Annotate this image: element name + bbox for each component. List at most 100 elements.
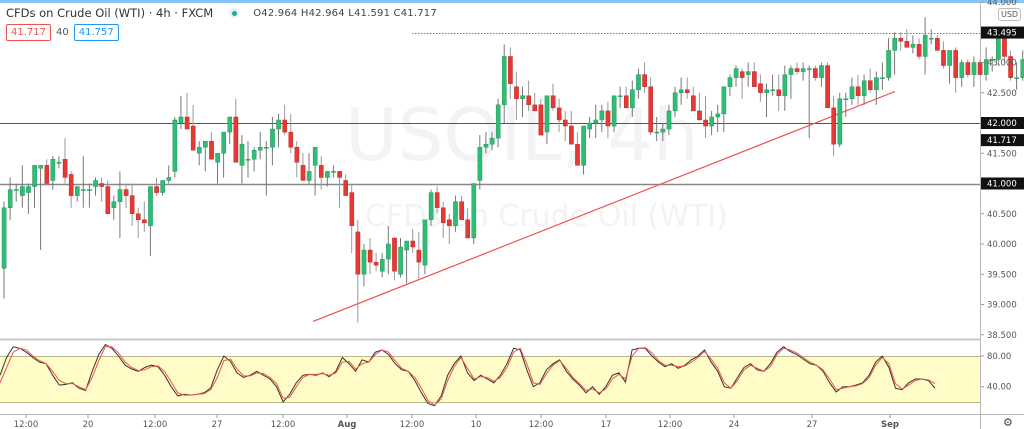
candle-down [941, 50, 946, 66]
candle-down [752, 71, 757, 87]
chart-legend: CFDs on Crude Oil (WTI) · 4h · FXCM O42.… [6, 6, 437, 20]
candle-up [593, 119, 599, 124]
candle-up [544, 95, 550, 133]
symbol-title[interactable]: CFDs on Crude Oil (WTI) · 4h · FXCM [6, 6, 214, 20]
stochastic-d-line [0, 346, 936, 406]
time-tick-label: 10 [471, 420, 482, 429]
currency-label[interactable]: USD [998, 8, 1022, 21]
candle-up [922, 35, 928, 57]
settings-gear-icon[interactable]: ⚙ [1003, 416, 1013, 429]
candle-up [910, 44, 916, 48]
candle-up [331, 171, 336, 173]
candle-up [7, 189, 13, 208]
candle-up [325, 171, 330, 178]
candle-down [916, 44, 922, 57]
candle-down [550, 95, 556, 109]
time-tick-label: Sep [881, 420, 899, 429]
time-axis-ticks[interactable]: 12:00 20 12:00 27 12:00 Aug 12:00 10 12:00 17 12:0… [14, 415, 899, 429]
candle-up [849, 86, 855, 99]
candle-up [160, 180, 166, 193]
time-tick-label: 12:00 [14, 420, 39, 429]
high-value: H42.964 [300, 7, 345, 19]
candle-up [471, 183, 477, 239]
buy-price-button[interactable]: 41.757 [73, 24, 119, 41]
candle-down [514, 86, 519, 99]
candle-down [691, 95, 696, 112]
candle-up [654, 131, 660, 134]
price-tick-label: 39.000 [987, 301, 1017, 311]
candle-up [800, 68, 806, 72]
candle-down [813, 68, 818, 78]
candle-up [1, 207, 7, 269]
candle-up [495, 104, 501, 139]
candle-up [166, 177, 172, 181]
candle-down [868, 80, 873, 90]
candle-up [276, 119, 281, 130]
sell-price-button[interactable]: 41.717 [6, 24, 51, 41]
candle-up [306, 171, 312, 181]
candle-down [233, 116, 239, 163]
candle-down [703, 119, 708, 127]
candle-down [575, 143, 580, 166]
candle-down [605, 110, 611, 127]
candle-down [739, 71, 745, 78]
candle-down [977, 62, 983, 75]
spread-value: 40 [56, 27, 69, 38]
candle-down [410, 240, 416, 248]
candle-up [672, 92, 678, 112]
candle-up [587, 122, 592, 130]
candle-up [746, 71, 751, 75]
candle-up [892, 38, 897, 51]
candle-up [111, 201, 117, 208]
candle-up [74, 186, 80, 196]
candle-up [483, 143, 489, 148]
candle-up [203, 140, 208, 148]
candle-down [135, 213, 141, 221]
open-value: O42.964 [253, 7, 298, 19]
candle-down [288, 131, 294, 148]
candle-up [709, 116, 714, 127]
candle-up [87, 189, 92, 191]
candle-up [678, 89, 684, 93]
top-accent-bar [0, 0, 1024, 3]
time-tick-label: 12:00 [143, 420, 168, 429]
candle-up [611, 95, 617, 127]
candle-up [733, 68, 739, 78]
candle-down [642, 74, 647, 87]
indicator-axis-ticks: 80.00 40.00 [981, 352, 1011, 393]
price-tag: 41.717 [981, 134, 1024, 147]
candle-down [355, 231, 361, 275]
candle-down [794, 68, 800, 72]
candle-up [38, 165, 43, 169]
price-axis-ticks[interactable]: 44.000 43.000 42.500 41.500 40.500 40.000 39.5… [981, 0, 1017, 341]
candle-down [319, 165, 324, 178]
candle-down [538, 104, 544, 136]
candle-up [227, 116, 233, 133]
ohlc-values: O42.964 H42.964 L41.591 C41.717 [253, 8, 437, 19]
candle-up [32, 165, 37, 187]
candle-up [807, 68, 812, 70]
candle-up [837, 98, 843, 145]
time-tick-label: 12:00 [400, 420, 425, 429]
candle-down [776, 89, 782, 96]
price-tick-label: 38.500 [987, 331, 1017, 341]
trendline[interactable] [312, 90, 896, 322]
candle-down [392, 237, 397, 272]
candle-down [526, 95, 531, 106]
candle-down [367, 249, 373, 263]
candle-down [953, 50, 958, 78]
candle-up [20, 186, 25, 196]
candle-up [258, 146, 263, 151]
candle-up [453, 201, 458, 227]
candle-down [556, 107, 562, 121]
candle-up [782, 74, 788, 96]
candle-down [965, 62, 971, 75]
candle-down [154, 186, 159, 193]
candle-up [929, 38, 934, 40]
candle-up [581, 125, 586, 166]
trendline-segment[interactable] [312, 90, 896, 322]
candle-up [880, 77, 885, 79]
time-tick-label: 12:00 [529, 420, 554, 429]
price-tick-label: 42.500 [987, 89, 1017, 99]
